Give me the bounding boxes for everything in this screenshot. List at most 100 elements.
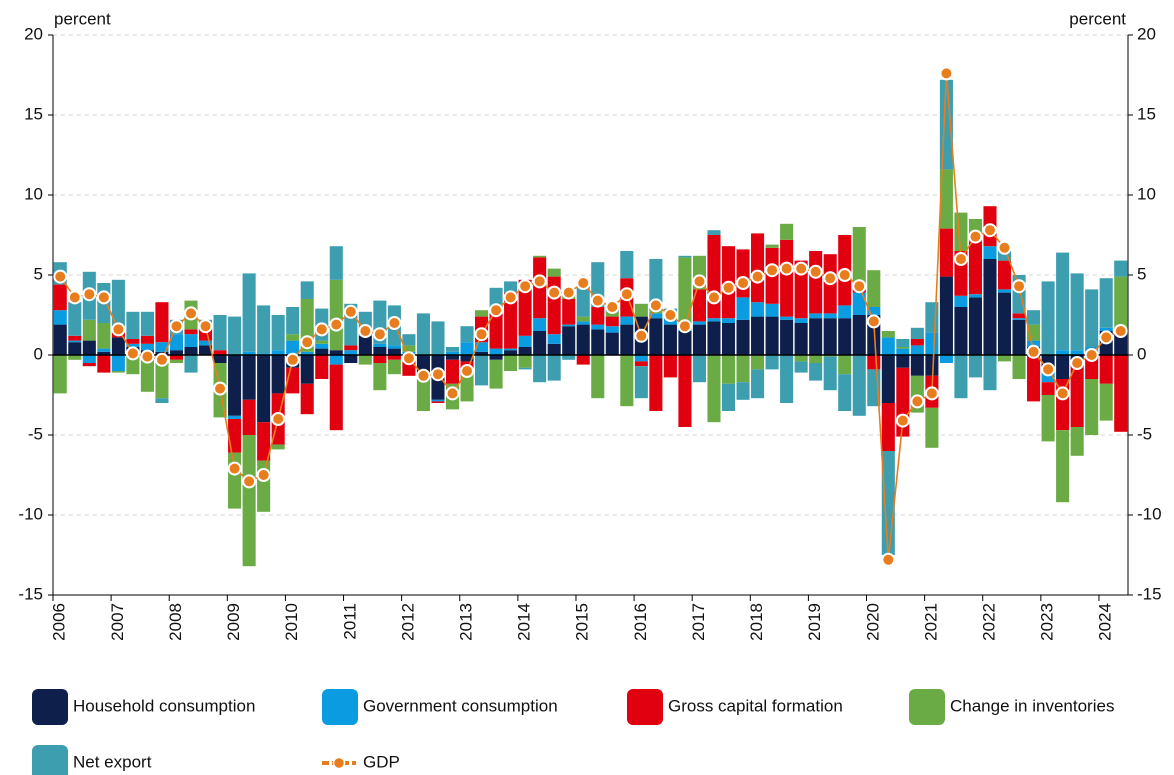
legend-swatch [627,689,663,725]
bar [1012,318,1026,320]
bar [809,318,823,355]
bar [634,303,648,317]
bar [1012,313,1026,319]
bar [634,361,648,367]
point [1084,348,1099,362]
bar [126,355,140,375]
bar [780,316,794,320]
point [140,349,155,364]
bar [53,310,67,325]
legend-item: Gross capital formation [627,689,843,725]
bar [242,351,256,355]
bar [780,223,794,240]
point [808,264,823,279]
bar [1085,379,1099,435]
bar [329,364,343,431]
bar [213,355,227,363]
bar [910,327,924,339]
bar [445,359,460,384]
bar [968,297,983,355]
bar [547,276,561,335]
bar [228,355,242,416]
bar [794,260,808,319]
bar [402,345,416,352]
bar [1041,371,1055,383]
bar [518,367,532,370]
bar [460,374,474,402]
bar [939,355,953,363]
point [605,300,620,314]
point [721,280,736,295]
x-tick-label: 2006 [50,603,69,641]
bar [881,331,895,338]
bar [97,355,111,373]
point [619,287,634,302]
bar [765,244,779,248]
point [706,290,721,305]
bar [794,361,808,373]
y-tick-label: -5 [28,424,43,443]
bar [707,355,721,423]
bar [707,318,721,322]
bar [1041,395,1055,442]
bar [939,276,953,355]
point [489,303,504,318]
y2-tick-label: 10 [1137,184,1156,203]
bar [460,342,474,355]
bar [605,326,619,333]
bar [445,347,460,352]
bar [329,350,343,355]
bar [68,302,82,336]
y-tick-label: 5 [34,264,43,283]
bar [373,347,387,355]
bar [1027,340,1041,347]
bar [373,355,387,363]
point [895,413,910,428]
bar [881,355,895,403]
legend-swatch [909,689,945,725]
bar [271,315,285,351]
bar [939,169,953,229]
point [82,287,97,302]
bar [649,318,663,355]
point [924,386,939,401]
y2-tick-label: -5 [1137,424,1152,443]
bar [1070,350,1084,355]
bar [184,355,198,373]
bar [620,316,634,325]
bar [228,415,242,419]
point [1041,362,1056,377]
bar [721,355,736,384]
point [939,66,954,81]
bar [358,355,372,365]
point [794,261,809,276]
bar [242,399,256,435]
bar [286,340,300,355]
bar [997,251,1012,261]
point [430,367,445,382]
bar [794,318,808,323]
bar [736,355,750,383]
bar [721,318,736,323]
bar [140,355,154,392]
y-tick-label: 0 [34,344,43,363]
bar [504,355,518,371]
bar [751,233,765,303]
bar [169,359,184,363]
bar [213,315,227,351]
point [256,468,271,482]
bar [504,350,518,355]
y-tick-label: -15 [18,584,43,603]
point [823,271,838,286]
bar [823,355,837,357]
bar [809,355,823,363]
bar [896,355,910,368]
bar [82,355,96,363]
bar [257,422,271,461]
legend-label: Change in inventories [950,696,1114,715]
bar [751,355,765,370]
bar [1056,355,1070,379]
bar [184,347,198,355]
bar [111,337,125,355]
bar [1099,383,1113,421]
